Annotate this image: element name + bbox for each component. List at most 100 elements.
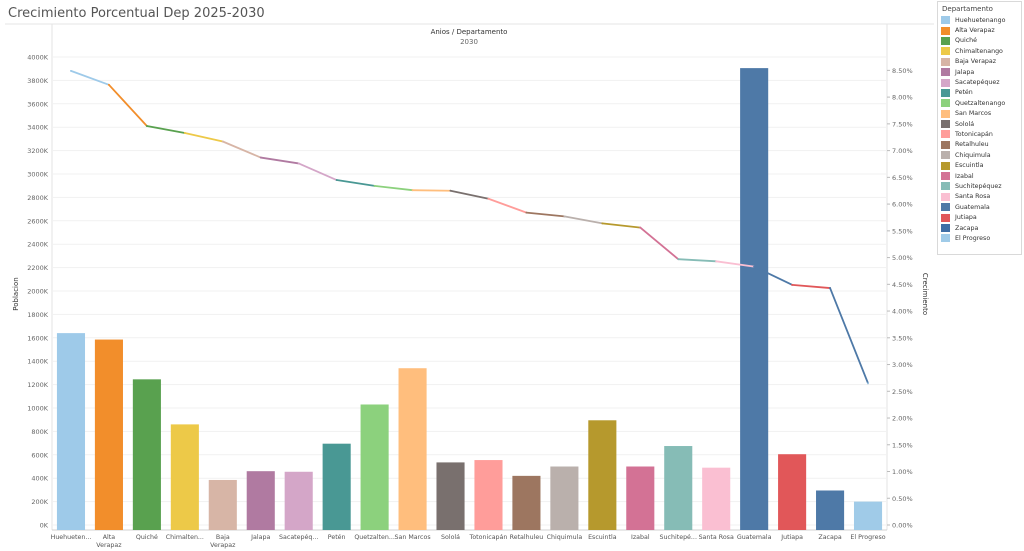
legend-swatch <box>941 161 950 170</box>
y-tick-label: 200K <box>31 498 48 506</box>
y2-tick-label: 2.00% <box>892 415 913 423</box>
bar[interactable] <box>550 466 579 531</box>
line-segment <box>601 222 642 229</box>
legend-item[interactable]: Totonicapán <box>938 129 1021 139</box>
growth-line <box>70 70 869 385</box>
bar[interactable] <box>474 460 503 530</box>
bar[interactable] <box>588 420 617 530</box>
legend-item[interactable]: Zacapa <box>938 223 1021 233</box>
line-point <box>221 140 224 143</box>
x-tick-label: Sololá <box>441 533 460 541</box>
legend-item[interactable]: San Marcos <box>938 109 1021 119</box>
legend-item[interactable]: El Progreso <box>938 233 1021 243</box>
bar[interactable] <box>702 467 731 530</box>
line-segment <box>221 140 262 159</box>
legend-label: Totonicapán <box>955 130 993 138</box>
legend-item[interactable]: Quiché <box>938 36 1021 46</box>
x-tick-label: Santa Rosa <box>699 534 734 541</box>
line-segment <box>108 83 148 127</box>
legend-swatch <box>941 78 950 87</box>
legend-swatch <box>941 213 950 222</box>
legend-label: Guatemala <box>955 203 990 211</box>
legend-item[interactable]: Quetzaltenango <box>938 98 1021 108</box>
line-point <box>145 125 148 127</box>
y-tick-label: 3000K <box>27 171 49 179</box>
x-tick-label: Totonicapán <box>469 533 508 541</box>
x-tick-label: Zacapa <box>818 534 841 541</box>
legend-title: Departamento <box>942 5 993 13</box>
legend-swatch <box>941 140 950 149</box>
bar[interactable] <box>360 404 389 530</box>
legend-item[interactable]: Jalapa <box>938 67 1021 77</box>
legend-item[interactable]: Huehuetenango <box>938 15 1021 25</box>
bar[interactable] <box>170 424 199 530</box>
line-point <box>108 83 110 86</box>
y2-tick-label: 6.00% <box>892 201 913 209</box>
bar[interactable] <box>94 339 123 530</box>
line-segment <box>525 211 566 218</box>
legend-item[interactable]: Sacatepéquez <box>938 77 1021 87</box>
legend-label: El Progreso <box>955 234 991 242</box>
y-axis-label: Poblacion <box>12 277 20 310</box>
legend-item[interactable]: Suchitepéquez <box>938 181 1021 191</box>
legend-item[interactable]: Chiquimula <box>938 150 1021 160</box>
legend-item[interactable]: Chimaltenango <box>938 46 1021 56</box>
legend-item[interactable]: Retalhuleu <box>938 140 1021 150</box>
line-point <box>183 132 186 134</box>
legend-swatch <box>941 57 950 66</box>
bar[interactable] <box>322 443 351 530</box>
line-point <box>715 260 718 263</box>
legend-item[interactable]: Santa Rosa <box>938 192 1021 202</box>
legend-label: Suchitepéquez <box>955 182 1002 190</box>
line-segment <box>70 70 110 86</box>
bar[interactable] <box>512 475 541 530</box>
y-tick-label: 2400K <box>27 241 49 249</box>
bar[interactable] <box>778 454 807 530</box>
legend-item[interactable]: Baja Verapaz <box>938 57 1021 67</box>
legend-item[interactable]: Jutiapa <box>938 212 1021 222</box>
legend-swatch <box>941 120 950 129</box>
x-tick-label: Sacatepéq... <box>279 533 318 541</box>
legend-item[interactable]: Alta Verapaz <box>938 25 1021 35</box>
bar[interactable] <box>626 466 655 531</box>
y2-tick-label: 4.50% <box>892 281 913 289</box>
legend-swatch <box>941 224 950 232</box>
line-segment <box>145 125 186 134</box>
y2-tick-label: 3.50% <box>892 334 913 342</box>
bar[interactable] <box>246 471 275 530</box>
line-segment <box>677 258 718 263</box>
bar[interactable] <box>816 490 845 530</box>
bar[interactable] <box>56 333 86 530</box>
page-title: Crecimiento Porcentual Dep 2025-2030 <box>8 6 265 21</box>
line-segment <box>487 197 528 214</box>
y2-tick-label: 3.00% <box>892 361 913 369</box>
legend-swatch <box>941 234 950 243</box>
legend-item[interactable]: Sololá <box>938 119 1021 129</box>
bar[interactable] <box>436 462 465 530</box>
line-segment <box>449 189 490 200</box>
bar[interactable] <box>284 471 313 530</box>
legend-swatch <box>941 16 950 25</box>
legend-item[interactable]: Petén <box>938 88 1021 98</box>
line-segment <box>411 189 452 192</box>
line-segment <box>297 162 338 181</box>
x-tick-label: Quetzalten... <box>354 534 395 541</box>
bar[interactable] <box>208 479 237 530</box>
y-tick-label: 1200K <box>27 381 49 389</box>
bar[interactable] <box>664 446 693 530</box>
legend: Departamento Huehuetenango Alta Verapaz Qu… <box>937 1 1022 255</box>
bar[interactable] <box>853 501 883 530</box>
legend-item[interactable]: Escuintla <box>938 160 1021 170</box>
bar[interactable] <box>132 379 161 530</box>
line-point <box>829 287 831 289</box>
y2-tick-label: 4.00% <box>892 308 913 316</box>
bar[interactable] <box>740 68 769 531</box>
line-point <box>449 189 452 192</box>
bar[interactable] <box>398 368 427 530</box>
x-tick-label: Alta Verapaz <box>96 534 122 549</box>
legend-item[interactable]: Guatemala <box>938 202 1021 212</box>
line-point <box>563 215 566 218</box>
legend-item[interactable]: Izabal <box>938 171 1021 181</box>
line-segment <box>183 132 224 143</box>
legend-swatch <box>941 172 950 181</box>
